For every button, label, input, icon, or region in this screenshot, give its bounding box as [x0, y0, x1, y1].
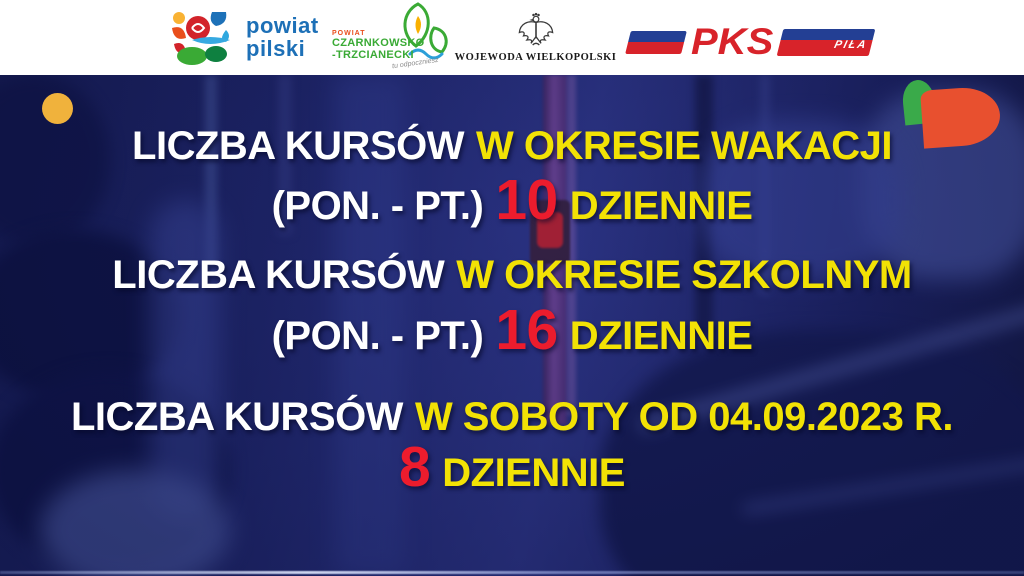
holiday-courses-title: LICZBA KURSÓW W OKRESIE WAKACJI: [132, 124, 892, 168]
flag-blue-stripe: [780, 28, 876, 40]
polish-eagle-icon: [518, 12, 553, 46]
pks-flag-left-icon: [625, 30, 687, 54]
trzcianecki-text: -TRZCIANECKI: [332, 49, 414, 61]
wojewoda-wielkopolski-logo: WOJEWODA WIELKOPOLSKI: [455, 10, 616, 63]
pon-pt-text: (PON. - PT.): [271, 184, 484, 228]
powiat-small-text: POWIAT: [332, 30, 366, 37]
czarnkowsko-text: CZARNKOWSKO: [332, 37, 425, 49]
green-leaves-icon: [403, 2, 448, 60]
stop-button: [537, 212, 563, 248]
light-streak: [335, 75, 405, 575]
seat-silhouette: [150, 200, 220, 520]
liczba-kursow-text: LICZBA KURSÓW: [70, 395, 403, 439]
dziennie-text: DZIENNIE: [442, 451, 625, 495]
liczba-kursow-text: LICZBA KURSÓW: [112, 253, 445, 297]
dziennie-text: DZIENNIE: [569, 314, 753, 358]
pks-pila-logo: PKS PIŁA: [625, 21, 876, 63]
seat-highlight: [40, 470, 230, 576]
liczba-kursow-text: LICZBA KURSÓW: [132, 124, 464, 168]
powiat-czarnkowsko-trzcianecki-logo: POWIAT CZARNKOWSKO -TRZCIANECKI tu odpoc…: [330, 2, 470, 74]
pks-flag-right-icon: PIŁA: [776, 28, 876, 56]
count-8: 8: [399, 435, 431, 499]
dziennie-text: DZIENNIE: [569, 184, 753, 228]
czarnkowsko-wordmark: POWIAT CZARNKOWSKO -TRZCIANECKI: [332, 30, 425, 61]
soboty-date-text: W SOBOTY OD 04.09.2023 R.: [414, 395, 954, 439]
holiday-courses-count: (PON. - PT.) 10 DZIENNIE: [272, 172, 753, 229]
announcement-text-block: LICZBA KURSÓW W OKRESIE WAKACJI (PON. - …: [0, 75, 1024, 576]
pon-pt-text: (PON. - PT.): [271, 314, 484, 358]
powiat-pilski-wordmark: powiat pilski: [246, 14, 319, 60]
count-10: 10: [495, 168, 558, 232]
flag-red-stripe: [625, 41, 685, 54]
saturday-courses-count: 8 DZIENNIE: [399, 439, 625, 496]
wojewoda-wielkopolski-label: WOJEWODA WIELKOPOLSKI: [454, 52, 617, 63]
school-courses-count: (PON. - PT.) 16 DZIENNIE: [272, 302, 753, 359]
pila-city-label: PIŁA: [833, 38, 870, 51]
yellow-dot-icon: [42, 93, 73, 124]
pilski-text: pilski: [246, 36, 306, 61]
mosaic-rose-icon: [172, 12, 230, 65]
flag-blue-stripe: [628, 30, 687, 42]
powiat-pilski-logo: powiat pilski: [168, 8, 319, 66]
pks-wordmark: PKS: [691, 21, 774, 63]
school-courses-title: LICZBA KURSÓW W OKRESIE SZKOLNYM: [112, 253, 912, 297]
okres-wakacji-text: W OKRESIE WAKACJI: [476, 124, 892, 168]
floor-light-line: [0, 571, 1024, 574]
logo-header-bar: powiat pilski POWIAT CZARNKOWSKO -TRZCIA…: [0, 0, 1024, 75]
handrail-pole-highlight: [567, 75, 576, 415]
saturday-courses-title: LICZBA KURSÓW W SOBOTY OD 04.09.2023 R.: [70, 395, 954, 439]
okres-szkolny-text: W OKRESIE SZKOLNYM: [456, 253, 912, 297]
powiat-text: powiat: [246, 13, 319, 38]
count-16: 16: [495, 298, 558, 362]
handrail-pole: [278, 75, 292, 235]
window-light-patch: [700, 120, 900, 280]
